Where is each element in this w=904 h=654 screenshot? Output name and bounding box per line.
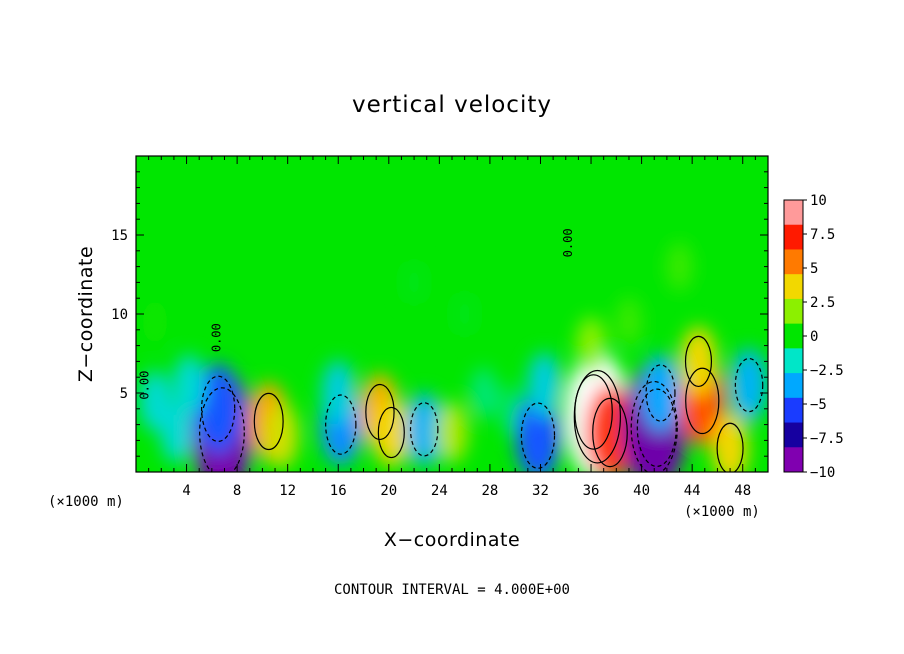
x-units-left: (×1000 m): [48, 494, 124, 510]
x-tick-label: 32: [532, 483, 549, 499]
field-cell: [452, 291, 477, 337]
colorbar: 10 7.5 5 2.5 0 −2.5 −5 −7.5 −10: [783, 193, 844, 481]
contour-label: 0.00: [210, 323, 224, 352]
field-cell: [321, 360, 356, 426]
x-tick-label: 36: [583, 483, 600, 499]
y-tick-label: 10: [111, 307, 128, 323]
contour-line: [325, 394, 357, 455]
contour-interval-note: CONTOUR INTERVAL = 4.000E+00: [334, 582, 570, 598]
field-cell: [402, 260, 427, 305]
field-cell: [666, 242, 693, 291]
x-tick-label: 40: [633, 483, 650, 499]
colorbar-tick-label: −10: [810, 465, 835, 481]
field-cell: [495, 384, 522, 434]
colorbar-segment: [784, 397, 803, 424]
x-units-right: (×1000 m): [684, 504, 760, 520]
colorbar-segment: [784, 447, 803, 473]
contour-line: [734, 357, 764, 413]
field-cell: [712, 413, 749, 472]
y-tick-label: 5: [120, 386, 128, 402]
x-tick-label: 20: [380, 483, 397, 499]
plot-area: 0.00 0.00 0.00: [135, 155, 769, 473]
contour-label: 0.00: [138, 371, 152, 400]
colorbar-segment: [784, 274, 803, 300]
field-cell: [640, 354, 681, 432]
colorbar-segment: [784, 224, 803, 250]
x-tick-label: 16: [330, 483, 347, 499]
colorbar-segment: [784, 298, 803, 325]
contour-line: [630, 380, 678, 472]
contour-line: [645, 364, 676, 422]
colorbar-segment: [784, 348, 803, 374]
colorbar-segment: [784, 373, 803, 399]
field-cell: [470, 367, 498, 419]
field-cell: [436, 401, 468, 464]
x-tick-label: 24: [431, 483, 448, 499]
colorbar-segment: [784, 200, 803, 226]
contour-line: [201, 375, 236, 443]
contour-line: [684, 335, 713, 388]
contour-line: [685, 367, 720, 435]
x-axis-ticks: 4 8 12 16 20 24 28 32 36 40 44 48: [148, 156, 756, 499]
x-tick-label: 28: [481, 483, 498, 499]
x-tick-label: 8: [233, 483, 241, 499]
colorbar-tick-label: 2.5: [810, 295, 835, 311]
contour-line: [365, 383, 395, 441]
colorbar-tick-label: −5: [810, 397, 827, 413]
contour-line: [199, 387, 245, 472]
colorbar-segment: [784, 422, 803, 448]
field-cell: [138, 370, 171, 432]
velocity-field: [138, 242, 768, 472]
field-cell: [527, 352, 562, 418]
colorbar-segment: [784, 249, 803, 275]
contour-line: [716, 422, 744, 472]
y-tick-label: 15: [111, 228, 128, 244]
colorbar-tick-label: 7.5: [810, 227, 835, 243]
contour-line: [377, 406, 405, 459]
colorbar-segment: [784, 323, 803, 349]
contour-labels: 0.00 0.00 0.00: [138, 228, 575, 399]
field-cell: [576, 317, 607, 375]
field-cell: [173, 354, 206, 416]
chart-title: vertical velocity: [352, 92, 552, 118]
colorbar-tick-label: 5: [810, 261, 818, 277]
contour-line: [573, 369, 622, 464]
y-axis-label: Z−coordinate: [75, 246, 97, 382]
contour-line: [520, 402, 556, 469]
contour-line: [253, 392, 284, 451]
x-axis-label: X−coordinate: [384, 529, 520, 551]
colorbar-tick-label: −2.5: [810, 363, 844, 379]
colorbar-tick-label: 10: [810, 193, 827, 209]
contour-label: 0.00: [561, 228, 575, 257]
y-axis-ticks: 5 10 15: [111, 171, 768, 457]
x-tick-label: 48: [734, 483, 751, 499]
contour-lines: [199, 335, 764, 472]
field-cell: [142, 299, 167, 345]
contour-line: [636, 388, 677, 468]
x-tick-label: 12: [279, 483, 296, 499]
field-cell: [615, 297, 642, 347]
contour-line: [592, 397, 628, 468]
colorbar-tick-label: 0: [810, 329, 818, 345]
x-tick-label: 4: [182, 483, 190, 499]
x-tick-label: 44: [684, 483, 701, 499]
contour-line: [409, 402, 439, 457]
colorbar-tick-label: −7.5: [810, 431, 844, 447]
